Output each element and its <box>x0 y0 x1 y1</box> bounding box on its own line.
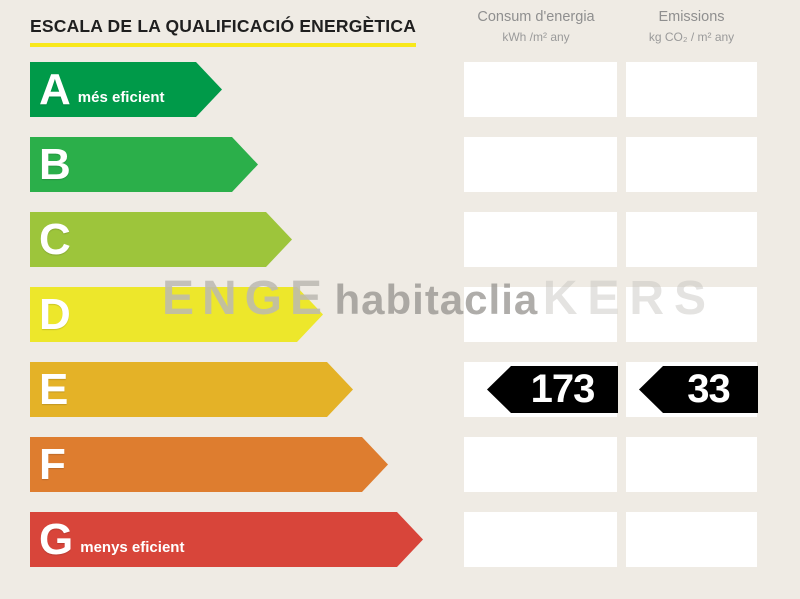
consum-cell <box>464 62 617 117</box>
rating-row-a: A més eficient <box>0 62 800 117</box>
rating-row-d: D <box>0 287 800 342</box>
consum-value: 173 <box>530 367 596 411</box>
consum-value-badge: 173 <box>487 366 618 413</box>
consum-cell <box>464 437 617 492</box>
rating-letter: E <box>39 365 69 414</box>
emissions-value: 33 <box>687 367 730 411</box>
rating-letter: F <box>39 440 66 489</box>
rating-arrow-f: F <box>30 437 388 492</box>
rating-row-b: B <box>0 137 800 192</box>
consum-header-unit: kWh /m² any <box>502 30 570 44</box>
rating-arrow-a: A més eficient <box>30 62 222 117</box>
emissions-header-title: Emissions <box>658 9 725 25</box>
rating-row-e: E 173 33 <box>0 362 800 417</box>
consum-cell <box>464 512 617 567</box>
rating-note: menys eficient <box>80 539 185 556</box>
consum-cell <box>464 137 617 192</box>
rating-arrow-b: B <box>30 137 258 192</box>
rating-letter: A <box>39 65 71 114</box>
rating-arrow-c: C <box>30 212 292 267</box>
emissions-header-unit: kg CO₂ / m² any <box>648 30 735 44</box>
emissions-cell <box>626 512 757 567</box>
rating-row-c: C <box>0 212 800 267</box>
consum-column-header: Consum d'energia kWh /m² any <box>455 9 617 44</box>
rating-note: més eficient <box>77 89 165 106</box>
emissions-cell <box>626 62 757 117</box>
rating-letter: G <box>39 515 74 564</box>
emissions-value-badge: 33 <box>639 366 758 413</box>
emissions-cell <box>626 437 757 492</box>
consum-header-title: Consum d'energia <box>477 9 595 25</box>
consum-cell <box>464 287 617 342</box>
rating-letter: D <box>39 290 71 339</box>
rating-row-f: F <box>0 437 800 492</box>
emissions-cell <box>626 287 757 342</box>
consum-cell <box>464 212 617 267</box>
emissions-cell <box>626 137 757 192</box>
emissions-cell: 33 <box>626 362 758 417</box>
rating-arrow-e: E <box>30 362 353 417</box>
rating-arrow-d: D <box>30 287 323 342</box>
emissions-column-header: Emissions kg CO₂ / m² any <box>624 9 759 44</box>
consum-cell: 173 <box>464 362 618 417</box>
emissions-cell <box>626 212 757 267</box>
page-title: ESCALA DE LA QUALIFICACIÓ ENERGÈTICA <box>30 16 417 47</box>
rating-letter: B <box>39 140 71 189</box>
rating-letter: C <box>39 215 71 264</box>
rating-row-g: G menys eficient <box>0 512 800 567</box>
rating-arrow-g: G menys eficient <box>30 512 423 567</box>
